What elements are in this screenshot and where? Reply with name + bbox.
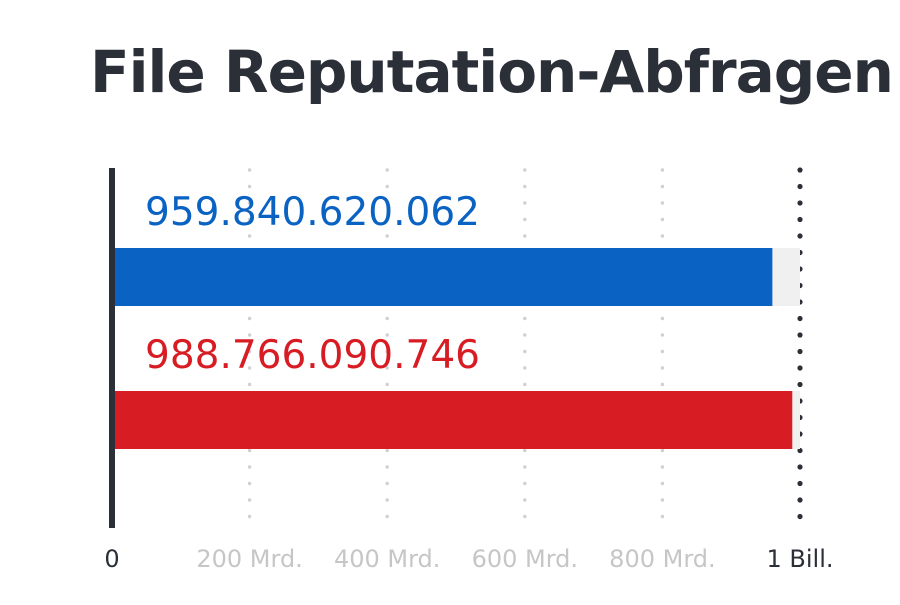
bar-0: [112, 248, 773, 306]
data-label-1: 988.766.090.746: [145, 333, 480, 378]
gridline-4: [660, 168, 665, 519]
x-tick-label-2: 400 Mrd.: [334, 545, 440, 573]
x-tick-label-0: 0: [104, 545, 119, 573]
x-tick-label-3: 600 Mrd.: [472, 545, 578, 573]
data-labels: 959.840.620.062 988.766.090.746: [145, 190, 480, 378]
gridline-3: [523, 168, 527, 519]
x-tick-label-5: 1 Bill.: [767, 545, 834, 573]
bars: [112, 248, 793, 449]
gridline-5: [797, 167, 803, 520]
chart-title: File Reputation-Abfragen: [90, 38, 894, 106]
x-tick-label-1: 200 Mrd.: [196, 545, 302, 573]
x-tick-labels: 0 200 Mrd. 400 Mrd. 600 Mrd. 800 Mrd. 1 Bill.: [104, 545, 833, 573]
data-label-0: 959.840.620.062: [145, 190, 480, 235]
x-tick-label-4: 800 Mrd.: [609, 545, 715, 573]
bar-1: [112, 391, 793, 449]
